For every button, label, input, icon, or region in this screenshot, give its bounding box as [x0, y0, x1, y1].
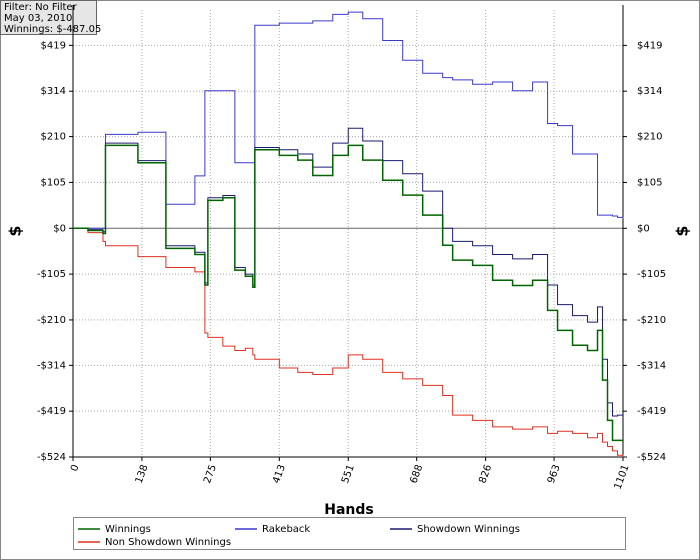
y-tick-label: -$419 [637, 406, 666, 417]
y-tick-label: $314 [41, 86, 66, 97]
y-tick-label: $210 [637, 132, 662, 143]
y-axis-label: $ [6, 225, 25, 236]
y-tick-label: -$524 [637, 452, 666, 463]
filter-box [0, 0, 97, 35]
y-axis-label: $ [673, 225, 692, 236]
y-tick-label: -$314 [637, 360, 666, 371]
y-tick-label: -$314 [37, 360, 66, 371]
filter-line: Winnings: $-487.05 [4, 24, 101, 35]
legend-label: Winnings [105, 524, 151, 535]
y-tick-label: -$524 [37, 452, 66, 463]
series-line [73, 127, 623, 417]
series-line [73, 227, 624, 457]
x-axis-label: Hands [324, 502, 374, 518]
y-tick-label: $0 [53, 223, 66, 234]
series-line [73, 11, 624, 229]
y-tick-label: -$419 [37, 406, 66, 417]
legend-label: Rakeback [262, 524, 310, 535]
filter-line: Filter: No Filter [4, 2, 78, 13]
series-line [73, 144, 624, 442]
y-tick-label: -$210 [637, 315, 666, 326]
y-tick-label: -$105 [637, 269, 666, 280]
legend-label: Non Showdown Winnings [105, 537, 231, 548]
y-tick-label: $314 [637, 86, 662, 97]
x-tick-label: 0 [69, 463, 82, 473]
filter-line: May 03, 2010 [4, 13, 72, 24]
y-tick-label: $0 [637, 223, 650, 234]
y-tick-label: $419 [637, 40, 662, 51]
y-tick-label: -$105 [37, 269, 66, 280]
y-tick-label: $105 [41, 177, 66, 188]
y-tick-label: -$210 [37, 315, 66, 326]
legend [73, 517, 626, 550]
y-tick-label: $210 [41, 132, 66, 143]
y-tick-label: $419 [41, 40, 66, 51]
y-tick-label: $105 [637, 177, 662, 188]
legend-label: Showdown Winnings [417, 524, 520, 535]
